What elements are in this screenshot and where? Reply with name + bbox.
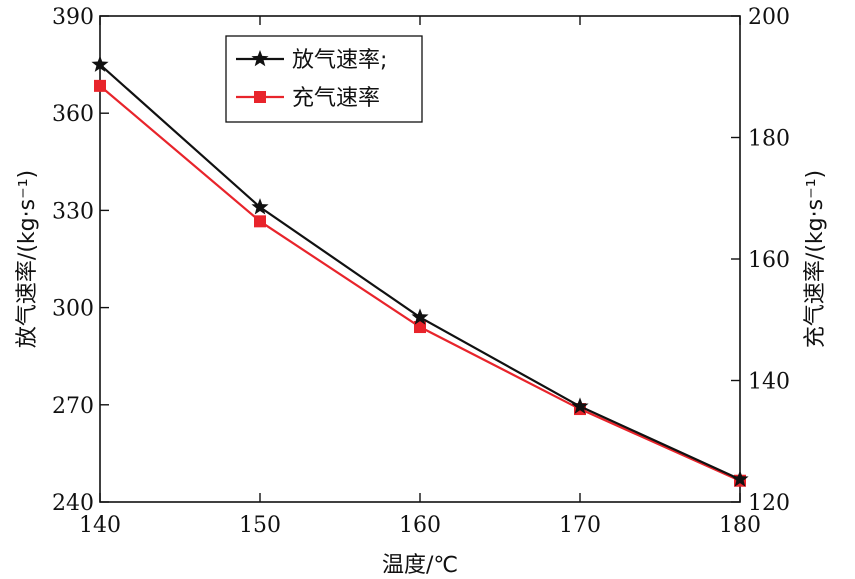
right-tick-label: 160 (748, 248, 790, 273)
left-tick-label: 360 (52, 102, 94, 127)
data-point (571, 397, 589, 414)
x-tick-label: 150 (239, 513, 281, 538)
x-tick-label: 140 (79, 513, 121, 538)
series-2 (94, 79, 746, 487)
right-tick-label: 140 (748, 370, 790, 395)
series-line (99, 63, 741, 481)
data-point (411, 308, 429, 325)
right-tick-label: 200 (748, 5, 790, 30)
x-tick-label: 180 (719, 513, 761, 538)
series-layer (91, 55, 749, 487)
axes: 140 150 160 170 180 240 270 300 330 360 390 120 140 1… (52, 5, 790, 538)
series-line (99, 85, 741, 482)
left-tick-label: 240 (52, 491, 94, 516)
legend: 放气速率; 充气速率 (225, 35, 423, 123)
right-tick-label: 120 (748, 491, 790, 516)
legend-marker (251, 50, 269, 67)
data-point (91, 55, 109, 72)
data-point (94, 79, 106, 92)
x-tick-label: 170 (559, 513, 601, 538)
x-tick-label: 160 (399, 513, 441, 538)
data-point (414, 321, 426, 334)
left-tick-label: 330 (52, 199, 94, 224)
legend-box (225, 35, 423, 123)
left-tick-label: 270 (52, 394, 94, 419)
left-axis-title: 放气速率/(kg·s⁻¹) (15, 170, 40, 348)
right-tick-label: 180 (748, 127, 790, 152)
data-point (254, 215, 266, 228)
legend-entry: 放气速率; (236, 48, 387, 73)
legend-marker (254, 91, 266, 103)
legend-label: 放气速率; (292, 48, 387, 73)
data-point (251, 198, 269, 215)
legend-label: 充气速率 (292, 86, 380, 111)
left-tick-label: 300 (52, 297, 94, 322)
data-point (731, 470, 749, 487)
x-axis-title: 温度/℃ (382, 553, 458, 578)
right-axis-title: 充气速率/(kg·s⁻¹) (803, 170, 828, 348)
legend-entry: 充气速率 (236, 86, 380, 111)
series-1 (91, 55, 749, 487)
left-tick-label: 390 (52, 5, 94, 30)
